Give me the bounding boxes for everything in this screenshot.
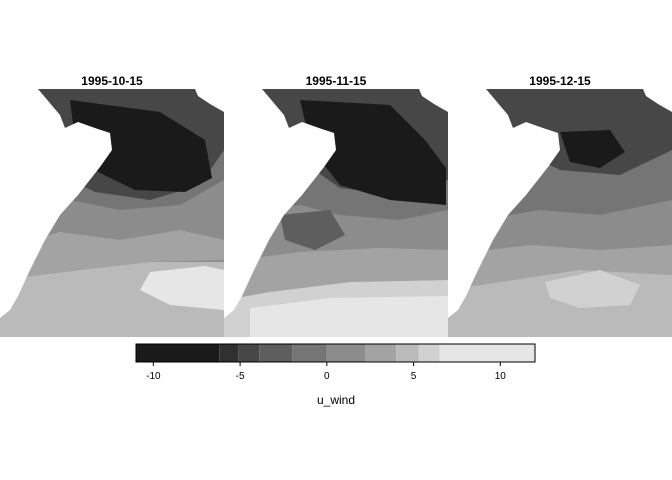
wind-band-light [0,230,224,280]
wind-band-lightest [250,296,448,337]
wind-band-swirl [280,210,345,250]
colorbar-bin [364,344,397,362]
colorbar-bin [292,344,327,362]
land-mass [448,89,560,318]
wind-band-darkest [300,100,446,205]
wind-band-light [448,245,672,290]
colorbar-ticks: -10 -5 0 5 10 [146,362,506,382]
wind-band-darkest [560,130,625,168]
colorbar-bin [396,344,419,362]
land-mass-africa [195,89,224,112]
panel-title-2: 1995-11-15 [306,74,367,88]
map-panel-1 [0,89,224,337]
wind-band-darkest [70,100,212,192]
land-mass [224,89,336,318]
wind-band-lightest [545,270,640,308]
colorbar-bin [238,344,260,362]
colorbar-frame [135,343,536,363]
colorbar-bin [259,344,293,362]
colorbar-bin [418,344,440,362]
colorbar-tick-label: -5 [236,371,245,382]
colorbar-tick-label: 5 [411,371,417,382]
panel-title-3: 1995-12-15 [529,74,591,88]
colorbar-bin [439,344,535,362]
colorbar-bin [326,344,365,362]
map-panel-2 [224,89,448,337]
colorbar-bin [136,344,220,362]
colorbar-tick-label: 0 [324,371,330,382]
colorbar-tick-label: -10 [146,371,161,382]
colorbar [136,344,535,362]
wind-band-lightest [140,266,224,310]
land-mass-africa [419,89,448,112]
land-mass-africa [643,89,672,112]
colorbar-title: u_wind [317,393,355,407]
wind-band-light [224,248,448,300]
panel-title-1: 1995-10-15 [81,74,143,88]
colorbar-tick-label: 10 [495,371,507,382]
land-mass [0,89,112,318]
colorbar-bin [219,344,239,362]
map-panel-3 [448,89,672,337]
